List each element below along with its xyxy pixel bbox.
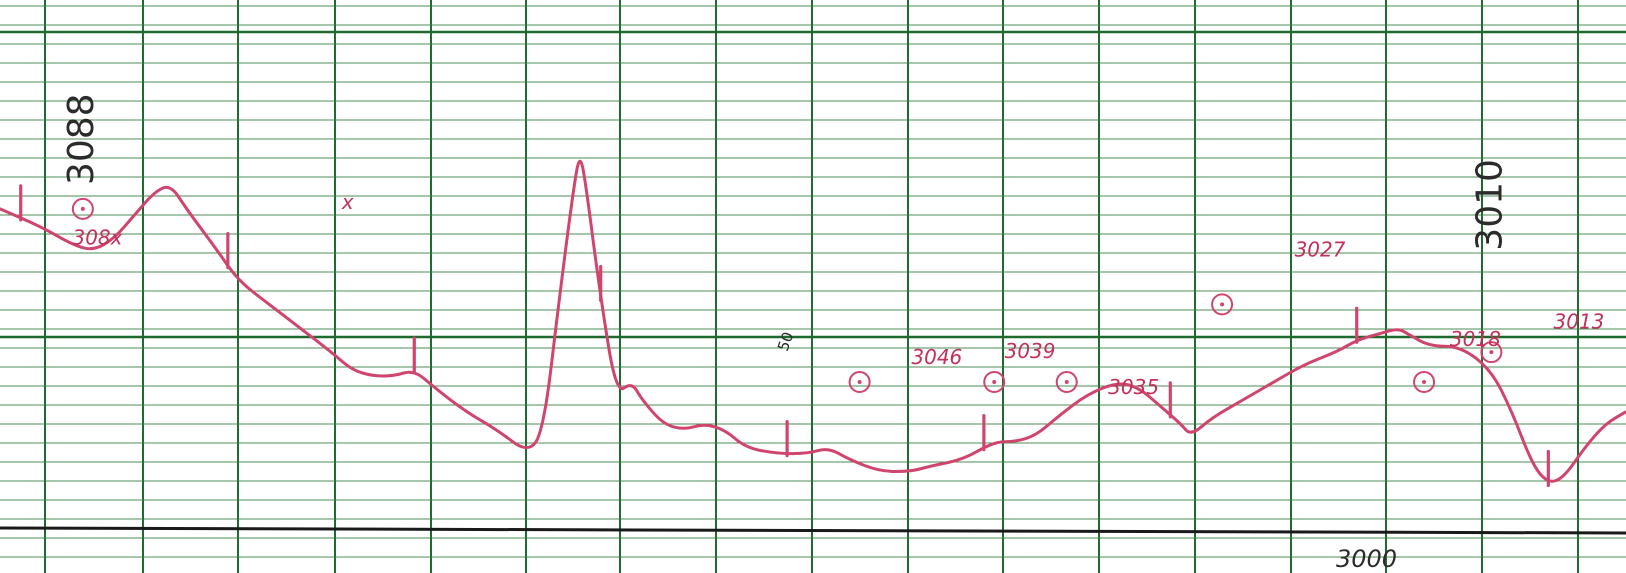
annotation-label: x — [341, 190, 354, 214]
circle-marker-dot — [1422, 380, 1427, 384]
trace-layer — [0, 159, 1626, 488]
circle-marker-dot — [1220, 302, 1225, 307]
circle-marker-dot — [992, 380, 997, 384]
circle-marker-dot — [857, 380, 862, 384]
circle-marker — [848, 371, 871, 393]
circle-marker-dot — [1489, 350, 1494, 355]
annotation-label: 3039 — [1005, 339, 1056, 363]
circle-marker — [983, 371, 1006, 393]
circle-marker — [71, 197, 94, 220]
annotation-label: 3035 — [1108, 375, 1159, 399]
annotation-label: 3013 — [1554, 309, 1605, 333]
circle-marker — [1211, 293, 1234, 316]
series-line — [0, 159, 1626, 483]
annotation-label-ink: 3010 — [1470, 159, 1511, 251]
circle-marker — [1055, 371, 1078, 393]
annotation-label: 3027 — [1295, 238, 1346, 262]
circle-marker — [1480, 341, 1503, 364]
circle-marker — [1413, 371, 1436, 393]
annotation-label: 308x — [72, 226, 122, 250]
circle-marker-dot — [80, 206, 85, 211]
annotation-layer: 3088 308x x 50 3046 3039 3035 3027 3018 3013 3010 3… — [61, 93, 1604, 573]
annotation-label-ink: 3000 — [1336, 545, 1397, 573]
annotation-label-ink: 50 — [774, 329, 797, 353]
baseline-ink-line — [0, 526, 1626, 535]
annotation-label-ink: 3088 — [61, 93, 102, 185]
annotation-label: 3046 — [911, 345, 962, 369]
annotation-label: 3018 — [1450, 327, 1501, 351]
circle-marker-dot — [1064, 380, 1069, 384]
